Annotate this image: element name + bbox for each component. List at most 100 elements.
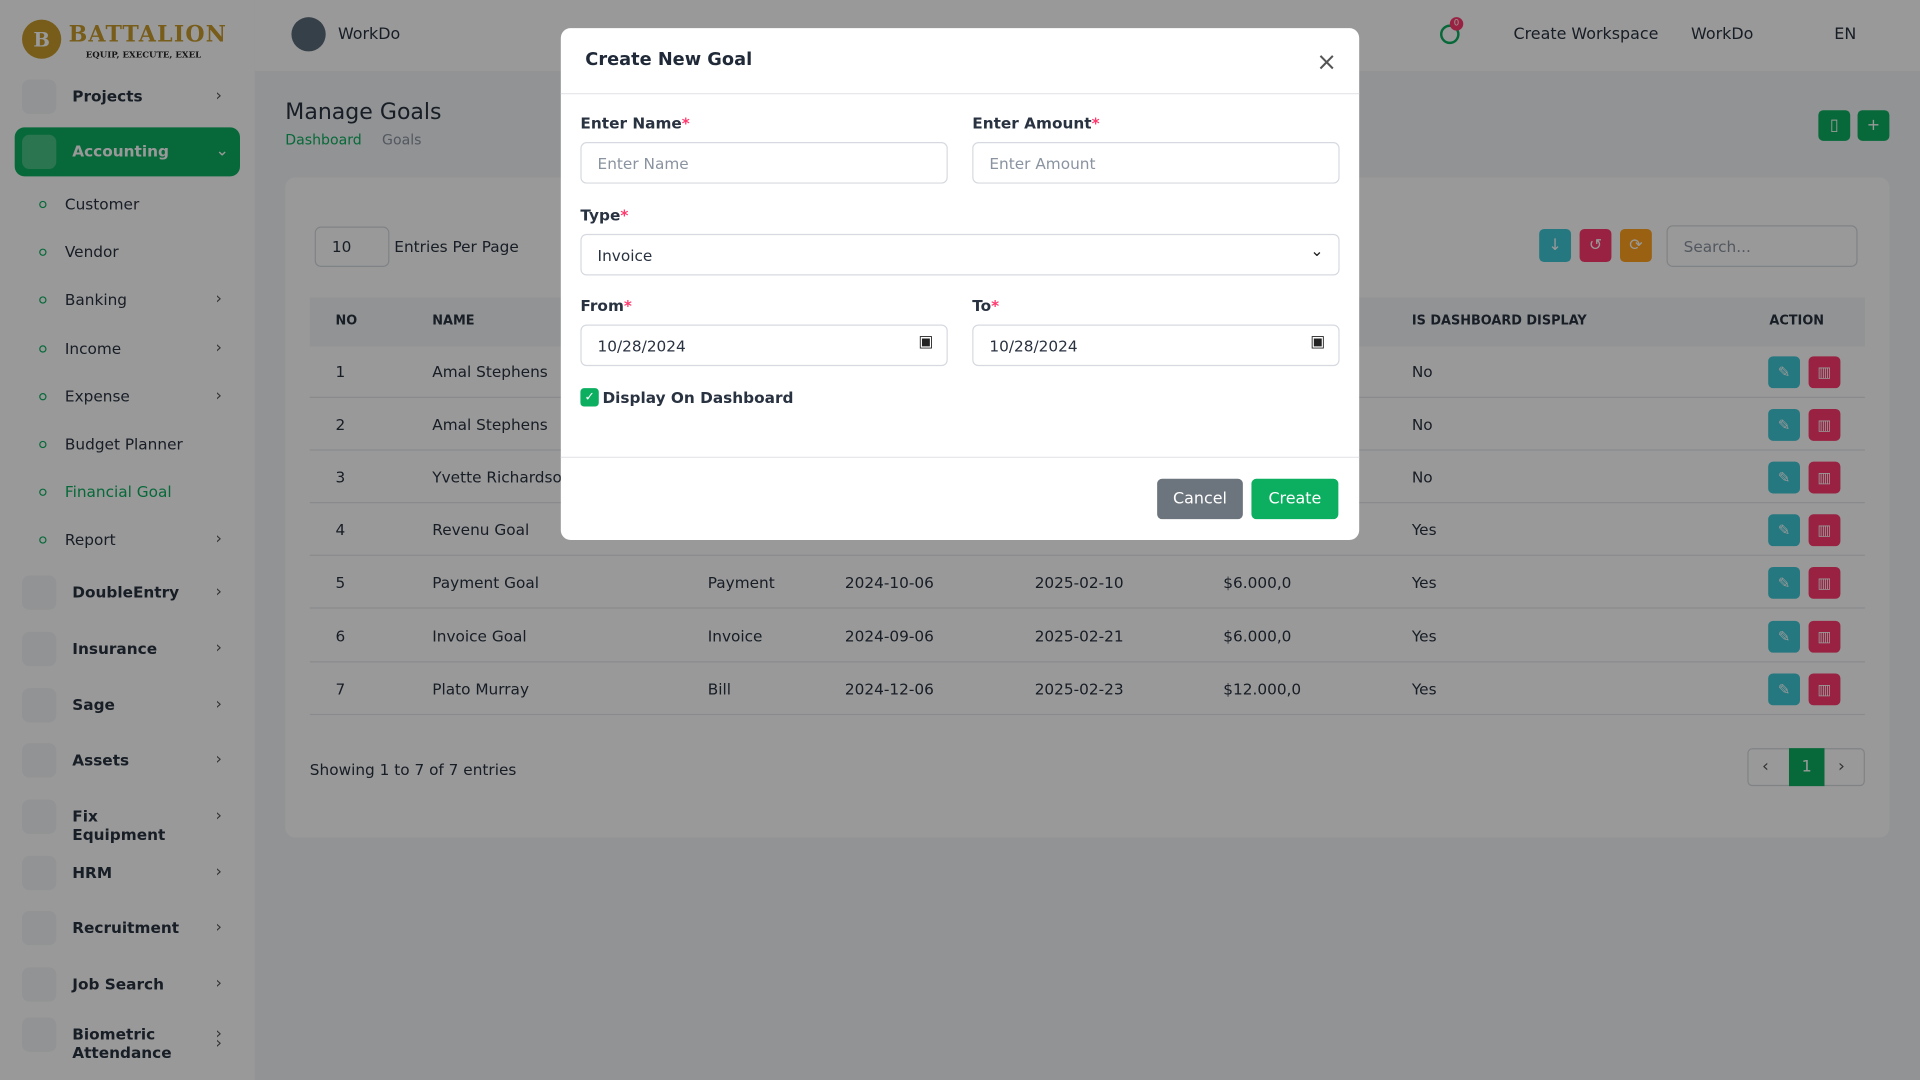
submenu-dot bbox=[39, 440, 47, 449]
edit-button[interactable]: ✎ bbox=[1768, 409, 1800, 441]
submenu-dot bbox=[39, 344, 47, 353]
date-input[interactable]: 10/28/2024 bbox=[580, 324, 948, 367]
create-button[interactable]: Create bbox=[1251, 478, 1339, 520]
cell: $12.000,0 bbox=[1223, 679, 1302, 698]
menu-item[interactable]: Recruitment bbox=[72, 918, 180, 937]
column-header: NAME bbox=[432, 313, 475, 329]
delete-button[interactable]: ▥ bbox=[1808, 672, 1841, 705]
refresh-button[interactable]: ⟳ bbox=[1620, 228, 1652, 263]
delete-button[interactable]: ▥ bbox=[1808, 356, 1841, 389]
submenu-item[interactable]: Vendor bbox=[64, 242, 119, 262]
edit-button[interactable]: ✎ bbox=[1768, 514, 1800, 547]
reset-button[interactable]: ↺ bbox=[1579, 228, 1612, 263]
cell: Payment Goal bbox=[432, 573, 539, 592]
submenu-dot bbox=[39, 296, 47, 305]
edit-button[interactable]: ✎ bbox=[1768, 620, 1800, 653]
cell: Yvette Richardson bbox=[432, 467, 572, 487]
delete-button[interactable]: ▥ bbox=[1808, 461, 1841, 494]
column-header: NO bbox=[335, 313, 358, 329]
workspace-avatar bbox=[291, 17, 326, 52]
menu-item[interactable]: Accounting bbox=[72, 142, 169, 161]
menu-item[interactable]: Sage bbox=[72, 695, 115, 714]
column-header: IS DASHBOARD DISPLAY bbox=[1411, 313, 1587, 329]
delete-button[interactable]: ▥ bbox=[1808, 567, 1841, 600]
chevron: › bbox=[215, 863, 222, 882]
delete-button[interactable]: ▥ bbox=[1808, 620, 1841, 653]
cell: Yes bbox=[1411, 520, 1437, 540]
menu-icon bbox=[22, 79, 57, 114]
row-divider bbox=[309, 555, 1865, 557]
menu-item[interactable]: Assets bbox=[72, 750, 130, 769]
chevron: › bbox=[215, 338, 222, 358]
cell: 7 bbox=[335, 679, 346, 698]
submenu-item[interactable]: Banking bbox=[64, 290, 128, 310]
add-button[interactable]: + bbox=[1857, 110, 1890, 141]
workspace-menu[interactable]: WorkDo bbox=[1691, 25, 1754, 45]
chevron: › bbox=[215, 290, 222, 310]
field-label: Enter Amount* bbox=[972, 113, 1100, 133]
menu-item[interactable]: Projects bbox=[72, 86, 143, 106]
menu-item[interactable]: Job Search bbox=[72, 974, 165, 994]
modal-title: Create New Goal bbox=[585, 50, 753, 70]
delete-button[interactable]: ▥ bbox=[1808, 409, 1841, 441]
field-label: Type* bbox=[580, 205, 629, 225]
create-workspace[interactable]: Create Workspace bbox=[1513, 25, 1659, 45]
chevron: › bbox=[215, 639, 222, 658]
submenu-item[interactable]: Expense bbox=[64, 386, 130, 406]
text-input[interactable]: Enter Name bbox=[580, 142, 948, 184]
search-input[interactable]: Search... bbox=[1666, 225, 1858, 267]
close-button[interactable]: × bbox=[1316, 46, 1337, 76]
field-label: Enter Name* bbox=[580, 113, 690, 133]
checkbox[interactable]: ✓ bbox=[580, 388, 599, 407]
language[interactable]: EN bbox=[1834, 25, 1857, 45]
text-input[interactable]: Enter Amount bbox=[972, 142, 1340, 184]
prev-page[interactable]: ‹ bbox=[1762, 756, 1769, 777]
submenu-item[interactable]: Income bbox=[64, 338, 122, 358]
cell: No bbox=[1411, 362, 1433, 381]
submenu-dot bbox=[39, 392, 47, 401]
delete-button[interactable]: ▥ bbox=[1808, 514, 1841, 547]
edit-button[interactable]: ✎ bbox=[1768, 567, 1800, 600]
submenu-dot bbox=[39, 488, 47, 497]
edit-button[interactable]: ✎ bbox=[1768, 356, 1800, 389]
cell: 2024-09-06 bbox=[844, 626, 934, 645]
export-button[interactable]: ▯ bbox=[1818, 110, 1851, 141]
page-button[interactable]: 1 bbox=[1788, 748, 1825, 787]
submenu-item[interactable]: Financial Goal bbox=[64, 482, 172, 502]
brand-tagline: EQUIP, EXECUTE, EXEL bbox=[85, 48, 202, 60]
next-page[interactable]: › bbox=[1837, 756, 1845, 777]
chevron: ⌄ bbox=[215, 142, 229, 161]
edit-button[interactable]: ✎ bbox=[1768, 461, 1800, 494]
submenu-item[interactable]: Report bbox=[64, 530, 116, 550]
entries-select[interactable]: 10 bbox=[314, 226, 390, 267]
edit-button[interactable]: ✎ bbox=[1768, 672, 1800, 705]
type-select[interactable]: Invoice bbox=[580, 233, 1340, 276]
cell: 2 bbox=[335, 415, 346, 434]
chevron: › bbox=[215, 386, 222, 406]
cancel-button[interactable]: Cancel bbox=[1157, 478, 1243, 520]
cell: 2024-10-06 bbox=[844, 573, 934, 592]
chevron: › bbox=[215, 695, 222, 714]
cell: Yes bbox=[1411, 626, 1437, 645]
menu-icon bbox=[22, 1017, 57, 1052]
input-icon: ⌄ bbox=[1310, 242, 1324, 261]
chevron: › bbox=[215, 974, 222, 994]
cell: Amal Stephens bbox=[432, 362, 548, 381]
breadcrumb-link[interactable]: Dashboard bbox=[285, 131, 362, 149]
cell: Yes bbox=[1411, 573, 1437, 592]
menu-item[interactable]: Fix Equipment bbox=[72, 806, 166, 844]
cell: Bill bbox=[707, 679, 732, 698]
menu-item[interactable]: HRM bbox=[72, 863, 113, 882]
workspace-name[interactable]: WorkDo bbox=[337, 25, 401, 45]
menu-item[interactable]: Insurance bbox=[72, 639, 158, 658]
submenu-item[interactable]: Budget Planner bbox=[64, 434, 183, 454]
submenu-item[interactable]: Customer bbox=[64, 194, 140, 214]
menu-item[interactable]: DoubleEntry bbox=[72, 582, 180, 602]
download-button[interactable]: ↓ bbox=[1539, 228, 1572, 263]
cell: Amal Stephens bbox=[432, 415, 548, 434]
required-mark: * bbox=[620, 205, 629, 225]
date-input[interactable]: 10/28/2024 bbox=[972, 324, 1340, 367]
menu-item[interactable]: Biometric Attendance bbox=[72, 1024, 172, 1062]
cell: 6 bbox=[335, 626, 346, 645]
